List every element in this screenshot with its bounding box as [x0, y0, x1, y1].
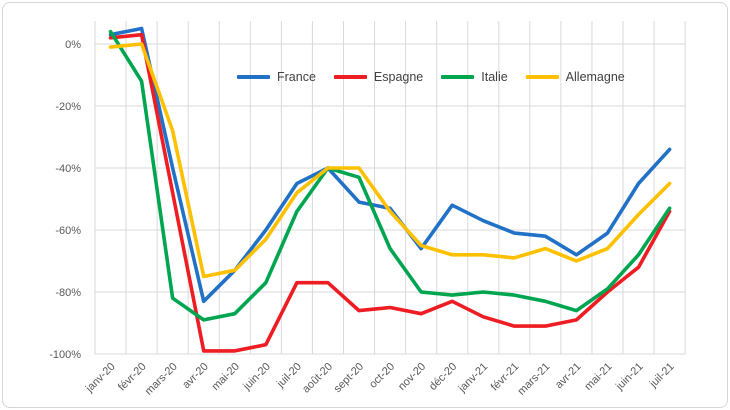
- svg-text:janv-20: janv-20: [83, 361, 118, 396]
- svg-text:avr-20: avr-20: [180, 361, 211, 392]
- legend-label-allemagne: Allemagne: [565, 70, 625, 84]
- svg-text:avr-21: avr-21: [553, 361, 584, 392]
- svg-text:mai-21: mai-21: [582, 361, 614, 393]
- svg-text:déc-20: déc-20: [427, 361, 459, 393]
- svg-text:août-20: août-20: [300, 361, 335, 396]
- legend-label-france: France: [277, 70, 316, 84]
- espagne-line-swatch: [333, 75, 367, 80]
- svg-text:-80%: -80%: [55, 287, 81, 299]
- france-line-swatch: [237, 75, 270, 80]
- svg-text:-20%: -20%: [55, 101, 81, 113]
- svg-text:janv-21: janv-21: [456, 361, 491, 396]
- svg-text:oct-20: oct-20: [367, 361, 397, 391]
- svg-text:-60%: -60%: [55, 225, 81, 237]
- svg-text:juin-20: juin-20: [240, 361, 273, 394]
- svg-text:-40%: -40%: [55, 163, 81, 175]
- svg-text:mars-20: mars-20: [143, 361, 180, 398]
- svg-text:mai-20: mai-20: [210, 361, 242, 393]
- svg-text:juin-21: juin-21: [613, 361, 646, 394]
- svg-text:nov-20: nov-20: [396, 361, 428, 393]
- legend-item-espagne: Espagne: [333, 70, 424, 84]
- svg-text:juil-20: juil-20: [274, 361, 304, 391]
- italie-line-swatch: [441, 75, 475, 80]
- legend-label-italie: Italie: [481, 70, 508, 84]
- svg-text:mars-21: mars-21: [515, 361, 552, 398]
- legend-item-italie: Italie: [441, 70, 508, 84]
- legend-label-espagne: Espagne: [373, 70, 424, 84]
- svg-text:sept-20: sept-20: [332, 361, 366, 395]
- allemagne-line-swatch: [525, 75, 559, 80]
- chart-legend: France Espagne Italie Allemagne: [237, 71, 625, 84]
- legend-item-allemagne: Allemagne: [525, 70, 625, 84]
- legend-item-france: France: [237, 71, 316, 84]
- svg-text:juil-21: juil-21: [647, 361, 677, 391]
- line-chart: 0%-20%-40%-60%-80%-100%janv-20févr-20mar…: [49, 21, 686, 398]
- svg-text:-100%: -100%: [49, 349, 81, 361]
- svg-text:0%: 0%: [65, 39, 81, 51]
